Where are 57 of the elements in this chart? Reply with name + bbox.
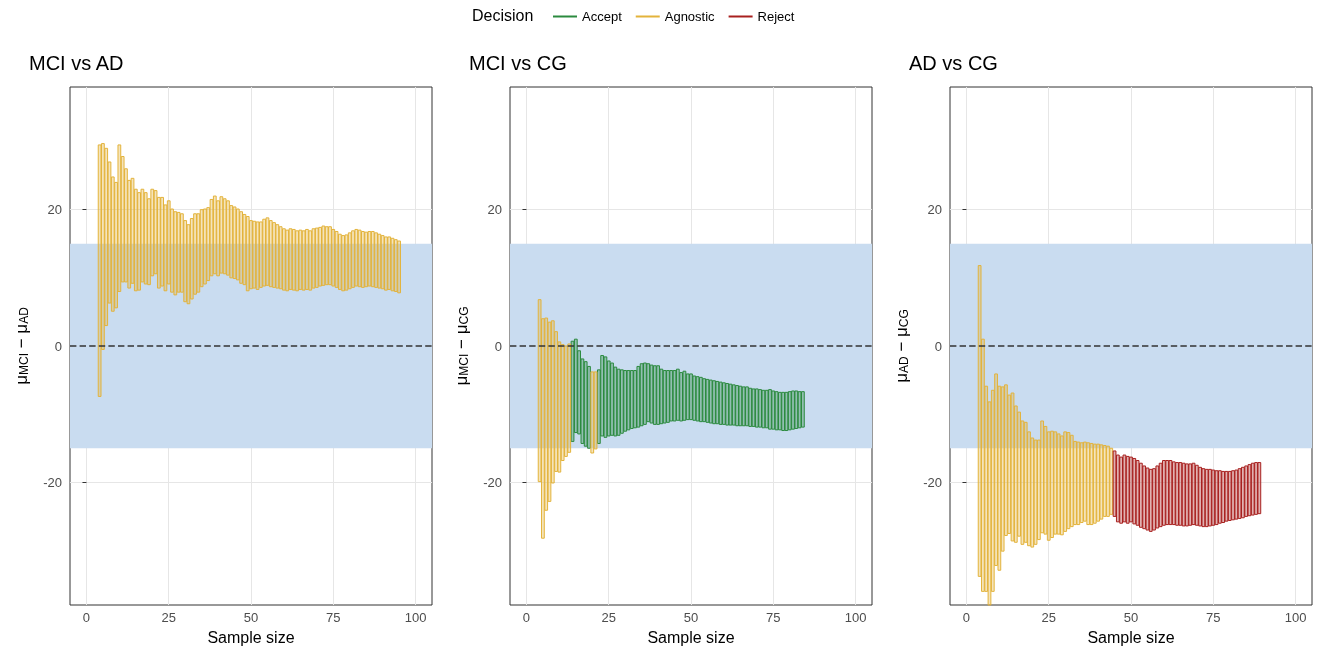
y-axis-title: μMCI − μCG (451, 306, 471, 386)
x-axis-title: Sample size (207, 628, 295, 646)
bar (130, 177, 135, 284)
bar (140, 188, 145, 283)
bar (590, 371, 595, 454)
y-tick-label: 0 (54, 338, 62, 354)
bar (163, 204, 168, 292)
x-tick-label: 75 (326, 610, 341, 625)
y-tick-label: -20 (43, 474, 62, 490)
bar (1010, 392, 1015, 542)
bar (557, 341, 562, 473)
x-tick-label: 100 (1284, 610, 1307, 625)
x-tick-label: 25 (601, 610, 616, 625)
y-axis-title: μMCI − μAD (11, 306, 31, 385)
x-tick-label: 0 (962, 610, 971, 625)
bar (117, 144, 122, 292)
x-axis-title: Sample size (647, 628, 735, 646)
x-tick-label: 0 (522, 610, 531, 625)
x-tick-label: 50 (243, 610, 259, 625)
y-tick-label: 20 (47, 202, 62, 218)
bar (242, 213, 247, 286)
legend-label: Reject (757, 9, 795, 24)
bar (186, 224, 191, 305)
x-tick-label: 75 (766, 610, 781, 625)
bar (997, 385, 1002, 571)
chart-title: AD vs CG (909, 52, 998, 74)
x-tick-label: 50 (683, 610, 699, 625)
legend-label: Agnostic (664, 9, 716, 24)
chart-title: MCI vs AD (29, 52, 124, 74)
bar (1257, 462, 1262, 515)
legend-label: Accept (582, 9, 623, 24)
bar (107, 161, 112, 304)
y-tick-label: 20 (927, 202, 942, 218)
bar (1043, 425, 1048, 535)
bar (987, 401, 992, 606)
y-tick-label: -20 (923, 474, 942, 490)
bar (196, 213, 201, 293)
chart-title: MCI vs CG (469, 52, 567, 74)
x-tick-label: 75 (1206, 610, 1221, 625)
x-tick-label: 100 (844, 610, 867, 625)
x-axis-title: Sample size (1087, 628, 1175, 646)
y-tick-label: 0 (494, 338, 502, 354)
x-tick-label: 100 (404, 610, 427, 625)
y-axis-title: μAD − μCG (891, 309, 911, 383)
bar (397, 240, 401, 294)
x-tick-label: 25 (1041, 610, 1056, 625)
y-tick-label: 0 (934, 338, 942, 354)
legend-title: Decision (472, 6, 534, 24)
y-tick-label: 20 (487, 202, 502, 218)
y-tick-label: -20 (483, 474, 502, 490)
x-tick-label: 0 (82, 610, 91, 625)
bar (547, 321, 552, 502)
x-tick-label: 25 (161, 610, 176, 625)
bar (593, 371, 598, 450)
bar (567, 343, 572, 453)
bar (801, 391, 805, 428)
x-tick-label: 50 (1123, 610, 1139, 625)
